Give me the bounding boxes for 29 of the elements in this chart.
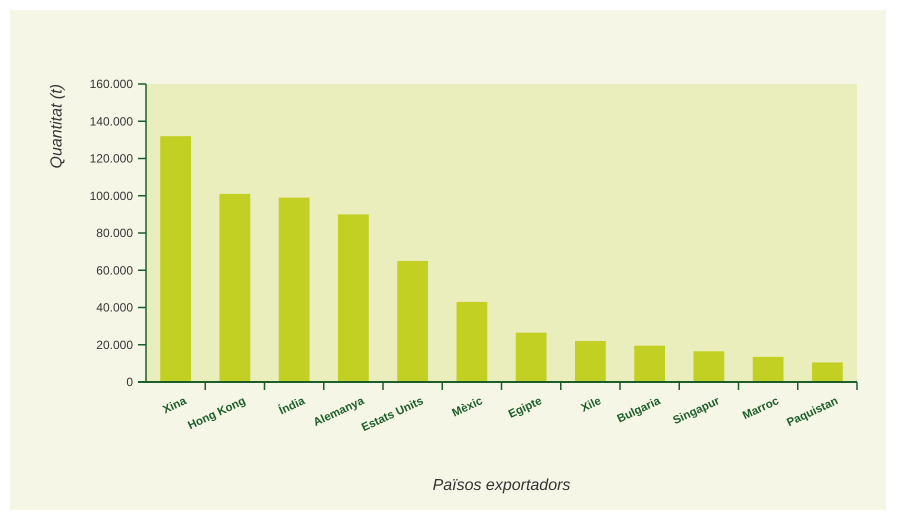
bar [397,260,428,382]
y-tick-label: 160.000 [90,77,134,92]
y-tick-label: 60.000 [96,263,134,278]
y-tick-label: 0 [126,375,134,390]
x-tick-label: Egipte [506,395,544,421]
y-axis-title: Quantitat (t) [48,84,66,168]
bar [634,346,666,382]
bar [752,356,784,382]
y-tick-label: 40.000 [96,300,134,315]
bar [456,302,488,382]
y-tick-label: 140.000 [90,114,134,128]
x-tick-label: Xile [579,395,604,415]
bar [160,136,192,382]
bar [812,362,843,382]
y-tick-label: 80.000 [96,226,134,240]
x-tick-label: Xina [161,394,189,416]
x-tick-label: Índia [276,393,308,418]
bar [693,351,724,382]
bar [278,198,310,382]
bar [219,194,250,382]
x-axis-title: Països exportadors [432,477,570,494]
y-tick-label: 20.000 [96,338,134,352]
bar [516,332,547,382]
x-tick-label: Hong Kong [186,395,248,432]
y-tick-label: 100.000 [90,188,134,203]
bar [574,341,606,382]
bar [338,214,369,382]
x-tick-label: Mèxic [450,394,486,420]
y-tick-label: 120.000 [90,152,134,166]
